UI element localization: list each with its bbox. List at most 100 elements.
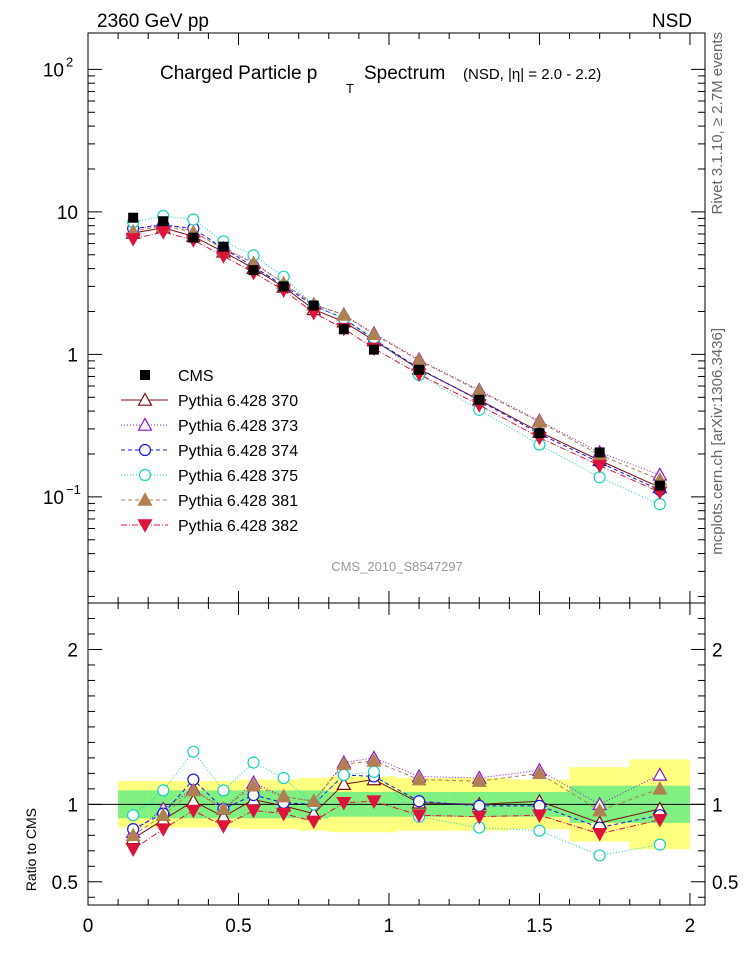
chart-title-subscript: T [346, 81, 354, 96]
series-point-lower [155, 823, 171, 837]
header-left: 2360 GeV pp [97, 11, 209, 32]
series-line-lower [132, 750, 660, 856]
series-point-lower [473, 799, 486, 812]
legend-marker [137, 417, 153, 431]
data-point [128, 212, 139, 223]
series-point-lower [276, 788, 292, 803]
series-point-lower [185, 804, 201, 819]
series-point-lower [411, 771, 427, 786]
chart-title-note: (NSD, |η| = 2.0 - 2.2) [463, 66, 601, 83]
data-point [474, 394, 485, 405]
series-point-lower [366, 795, 382, 809]
series-point-lower [125, 827, 141, 842]
data-point [368, 344, 379, 355]
legend: CMS Pythia 6.428 370 Pythia 6.428 373 Pythi… [121, 368, 298, 535]
data-point [188, 232, 199, 243]
series-point-lower [125, 843, 141, 857]
series-line-lower [132, 774, 660, 830]
legend-label: Pythia 6.428 381 [178, 493, 298, 510]
series-point-upper [336, 307, 352, 321]
series-point-lower [217, 784, 230, 797]
series-line-upper [133, 231, 661, 493]
series-point-lower [155, 807, 171, 821]
series-point-lower [366, 753, 382, 767]
series-point-lower [411, 809, 427, 823]
legend-marker [140, 370, 150, 380]
series-point-lower [247, 756, 260, 769]
series-point-lower [215, 820, 231, 834]
data-point [308, 300, 319, 311]
series-point-lower [277, 771, 290, 785]
lower-y-tick-label-right: 1 [712, 795, 723, 816]
x-tick-label: 1.5 [526, 916, 552, 937]
series-point-upper [411, 352, 427, 367]
series-point-upper [531, 414, 547, 428]
series-point-upper [653, 498, 666, 511]
data-point [218, 241, 229, 252]
series-point-upper [592, 459, 608, 474]
lower-y-tick-label-right: 0.5 [712, 873, 738, 894]
side-label-bottom: mcplots.cern.ch [arXiv:1306.3436] [709, 328, 726, 555]
series-point-lower [593, 849, 606, 862]
series-point-lower [185, 782, 201, 797]
data-point [248, 265, 259, 276]
legend-label: Pythia 6.428 373 [178, 418, 298, 435]
series-point-lower [652, 781, 668, 795]
chart-title-main: Charged Particle p [160, 63, 317, 84]
series-point-upper [187, 213, 200, 226]
upper-y-tick-label: 10 [43, 60, 64, 81]
lower-y-axis-label: Ratio to CMS [23, 808, 39, 891]
legend-label: Pythia 6.428 382 [178, 518, 298, 535]
data-point [594, 447, 605, 458]
upper-y-tick-exponent: 2 [66, 54, 73, 69]
series-point-lower [653, 838, 666, 851]
series-point-lower [531, 809, 547, 823]
series-point-lower [336, 796, 352, 811]
data-point [534, 428, 545, 439]
series-line-lower [132, 757, 661, 833]
legend-label: Pythia 6.428 374 [178, 443, 298, 460]
lower-frame-border [87, 602, 706, 906]
legend-label: Pythia 6.428 370 [178, 393, 298, 410]
legend-label: CMS [178, 368, 214, 385]
lower-y-tick-label: 0.5 [52, 873, 78, 894]
legend-label: Pythia 6.428 375 [178, 468, 298, 485]
upper-y-tick-label: 10 [57, 203, 78, 224]
series-point-lower [306, 815, 322, 830]
series-point-lower [533, 824, 546, 837]
series-point-lower [652, 814, 668, 828]
side-label-top: Rivet 3.1.10, ≥ 2.7M events [709, 32, 726, 215]
series-point-lower [652, 767, 668, 781]
series-point-lower [306, 793, 322, 808]
series-line-lower [132, 760, 661, 836]
lower-plot-area: 0 0.5 1 1.5 2 0.5 0.5 1 1 2 2 Ratio to CMS [23, 602, 738, 937]
series-point-upper [155, 226, 171, 240]
series-point-upper [366, 326, 382, 341]
series-point-lower [531, 765, 547, 780]
series-point-lower [412, 795, 426, 808]
legend-marker [138, 443, 152, 457]
series-point-upper [593, 471, 606, 484]
data-point [158, 216, 169, 227]
data-point [338, 324, 349, 335]
data-point [414, 364, 425, 375]
series-point-lower [336, 776, 352, 791]
x-tick-label: 0 [83, 916, 94, 937]
series-point-lower [187, 745, 200, 758]
series-point-lower [592, 802, 608, 817]
series-line-upper [133, 222, 661, 476]
watermark: CMS_2010_S8547297 [331, 559, 463, 574]
series-point-lower [157, 784, 170, 797]
data-point [278, 281, 289, 292]
series-point-lower [337, 768, 350, 782]
upper-y-tick-label: 10 [43, 488, 64, 509]
lower-y-tick-label: 2 [67, 640, 78, 661]
series-point-lower [246, 804, 262, 819]
series-point-lower [127, 809, 140, 822]
legend-marker [138, 468, 152, 482]
upper-y-tick-exponent: −1 [66, 482, 81, 497]
lower-y-tick-label: 1 [67, 795, 78, 816]
series-line-lower [132, 800, 660, 850]
